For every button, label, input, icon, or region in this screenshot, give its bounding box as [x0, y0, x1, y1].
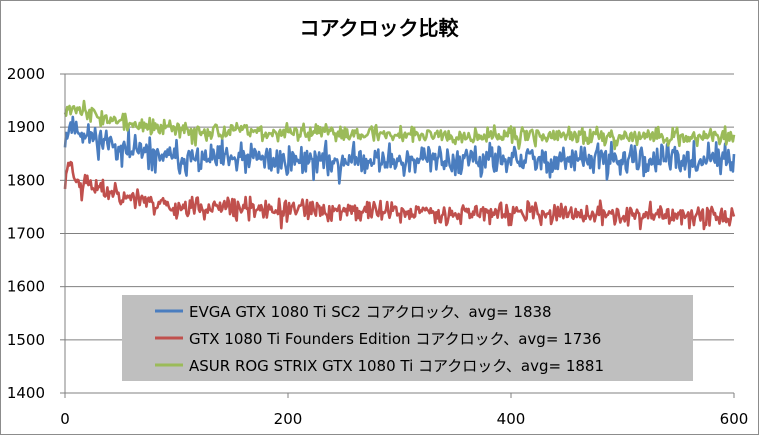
y-tick-label-1600: 1600 [7, 278, 45, 296]
series-line-1 [63, 115, 736, 185]
y-tick-label-1400: 1400 [7, 384, 45, 402]
series-line-3 [63, 99, 736, 151]
axes [60, 73, 735, 398]
y-tick-label-1800: 1800 [7, 171, 45, 189]
legend-label-1: EVGA GTX 1080 Ti SC2 コアクロック、avg= 1838 [189, 303, 552, 321]
legend-label-2: GTX 1080 Ti Founders Edition コアクロック、avg=… [189, 330, 601, 348]
legend-label-3: ASUR ROG STRIX GTX 1080 Ti コアクロック、avg= 1… [189, 357, 604, 375]
legend-background [122, 295, 693, 381]
y-tick-label-2000: 2000 [7, 65, 45, 83]
x-tick-label-400: 400 [497, 410, 526, 428]
y-tick-label-1500: 1500 [7, 331, 45, 349]
x-tick-label-200: 200 [274, 410, 303, 428]
y-tick-label-1700: 1700 [7, 225, 45, 243]
series-group [63, 99, 736, 231]
tick-labels: 1400 1500 1600 1700 1800 1900 2000 0 200 400 600 [7, 65, 749, 428]
series-line-2 [63, 160, 736, 231]
chart-title: コアクロック比較 [300, 16, 460, 40]
x-tick-label-0: 0 [60, 410, 70, 428]
x-tick-label-600: 600 [720, 410, 749, 428]
y-tick-label-1900: 1900 [7, 118, 45, 136]
legend: EVGA GTX 1080 Ti SC2 コアクロック、avg= 1838 GTX… [122, 295, 693, 381]
